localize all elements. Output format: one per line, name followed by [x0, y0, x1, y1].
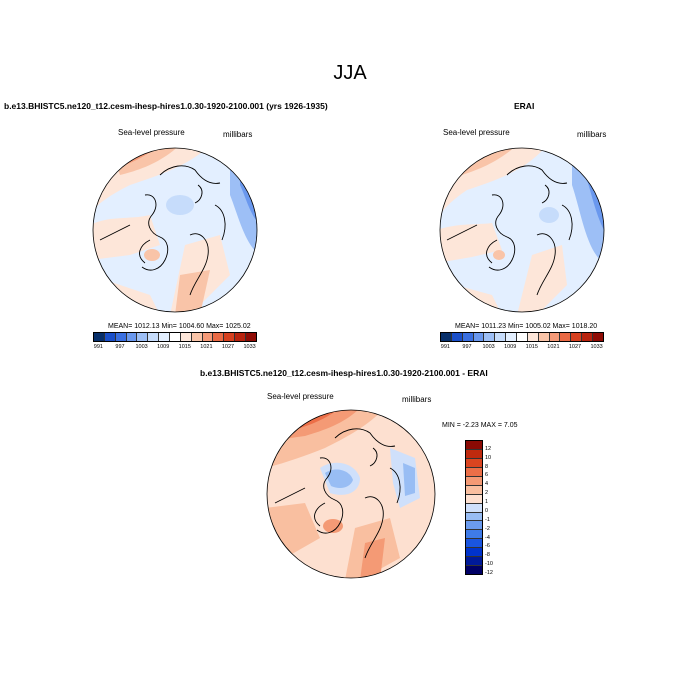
diff-colorbar-swatch — [466, 441, 482, 450]
left-colorbar-tick-label: 997 — [115, 344, 125, 350]
right-colorbar-tick-label: 1033 — [590, 344, 603, 350]
right-colorbar-swatch — [571, 333, 583, 341]
right-panel-title: ERAI — [514, 101, 535, 111]
right-colorbar-tick-label: 1009 — [504, 344, 517, 350]
right-colorbar-tick-label: 991 — [440, 344, 450, 350]
diff-colorbar-tick-label: 1 — [485, 499, 489, 506]
left-colorbar-swatch — [137, 333, 149, 341]
left-colorbar-swatch — [104, 333, 116, 341]
right-units-label: millibars — [577, 130, 607, 139]
diff-colorbar-swatch — [466, 521, 482, 531]
right-variable-label: Sea-level pressure — [443, 128, 510, 137]
diff-colorbar-swatch — [466, 476, 482, 486]
left-colorbar — [93, 332, 257, 342]
left-variable-label: Sea-level pressure — [118, 128, 185, 137]
diff-colorbar-tick-label: 6 — [485, 472, 489, 479]
diff-colorbar-swatch — [466, 557, 482, 567]
diff-colorbar-tick-label: 12 — [485, 445, 492, 452]
diff-variable-label: Sea-level pressure — [267, 392, 334, 401]
right-colorbar-tick-label: 1027 — [568, 344, 582, 350]
left-polar-map — [92, 147, 258, 313]
left-colorbar-tick-label: 1027 — [221, 344, 235, 350]
diff-colorbar-swatch — [466, 530, 482, 540]
diff-colorbar-tick-label: 0 — [485, 507, 489, 514]
right-colorbar-swatch — [527, 333, 539, 341]
diff-colorbar-tick-label: -4 — [485, 534, 490, 541]
left-panel-title: b.e13.BHISTC5.ne120_t12.cesm-ihesp-hires… — [4, 101, 328, 111]
right-colorbar-tick-label: 1021 — [547, 344, 560, 350]
diff-colorbar-swatch — [466, 458, 482, 468]
right-colorbar-swatch — [582, 333, 594, 341]
diff-colorbar-swatch — [466, 467, 482, 477]
right-colorbar-ticks: 991 997 1003 1009 1015 1021 1027 1033 — [440, 344, 603, 352]
left-colorbar-swatch — [126, 333, 138, 341]
left-colorbar-swatch — [94, 333, 105, 341]
left-colorbar-tick-label: 1033 — [243, 344, 256, 350]
left-colorbar-swatch — [213, 333, 225, 341]
diff-polar-map — [266, 409, 436, 579]
right-colorbar-swatch — [462, 333, 474, 341]
diff-units-label: millibars — [402, 395, 432, 404]
right-colorbar-swatch — [484, 333, 496, 341]
main-title: JJA — [333, 62, 367, 84]
left-colorbar-swatch — [159, 333, 171, 341]
diff-colorbar-tick-label: 2 — [485, 490, 489, 497]
left-units-label: millibars — [223, 130, 253, 139]
right-colorbar-tick-label: 1003 — [482, 344, 495, 350]
left-colorbar-tick-label: 1009 — [157, 344, 170, 350]
right-colorbar-tick-label: 997 — [462, 344, 472, 350]
left-colorbar-swatch — [202, 333, 214, 341]
left-colorbar-tick-label: 1015 — [178, 344, 191, 350]
diff-panel-title: b.e13.BHISTC5.ne120_t12.cesm-ihesp-hires… — [200, 368, 488, 378]
diff-colorbar-tick-label: -12 — [485, 570, 493, 576]
diff-colorbar-swatch — [466, 449, 482, 459]
left-colorbar-swatch — [235, 333, 247, 341]
diff-colorbar-tick-label: -10 — [485, 561, 493, 568]
right-colorbar-swatch — [506, 333, 518, 341]
diff-colorbar-swatch — [466, 494, 482, 504]
diff-colorbar-swatch — [466, 503, 482, 513]
diff-colorbar-tick-label: 4 — [485, 481, 489, 488]
right-colorbar-swatch — [441, 333, 452, 341]
left-colorbar-ticks: 991 997 1003 1009 1015 1021 1027 1033 — [93, 344, 256, 352]
left-colorbar-tick-label: 1021 — [200, 344, 213, 350]
left-colorbar-swatch — [115, 333, 127, 341]
left-colorbar-tick-label: 1003 — [135, 344, 148, 350]
right-colorbar-swatch — [517, 333, 528, 341]
right-colorbar-swatch — [495, 333, 507, 341]
right-colorbar-tick-label: 1015 — [525, 344, 538, 350]
right-colorbar-swatch — [538, 333, 550, 341]
diff-colorbar — [465, 440, 483, 575]
diff-colorbar-swatch — [466, 566, 482, 575]
right-colorbar-swatch — [593, 333, 603, 341]
right-colorbar-swatch — [473, 333, 485, 341]
left-colorbar-swatch — [180, 333, 192, 341]
diff-colorbar-tick-label: 10 — [485, 454, 492, 461]
diff-colorbar-tick-label: -1 — [485, 516, 490, 523]
right-polar-map — [439, 147, 605, 313]
right-colorbar-swatch — [549, 333, 561, 341]
diff-colorbar-tick-label: -8 — [485, 552, 490, 559]
left-colorbar-swatch — [224, 333, 236, 341]
diff-colorbar-swatch — [466, 485, 482, 495]
diff-colorbar-tick-label: -2 — [485, 525, 490, 532]
left-stats: MEAN= 1012.13 Min= 1004.60 Max= 1025.02 — [108, 323, 251, 330]
diff-colorbar-swatch — [466, 512, 482, 522]
diff-colorbar-tick-label: -6 — [485, 543, 490, 550]
right-colorbar — [440, 332, 604, 342]
left-colorbar-swatch — [170, 333, 181, 341]
left-colorbar-tick-label: 991 — [93, 344, 103, 350]
left-colorbar-swatch — [148, 333, 160, 341]
left-colorbar-swatch — [191, 333, 203, 341]
right-colorbar-swatch — [451, 333, 463, 341]
left-colorbar-swatch — [246, 333, 256, 341]
diff-colorbar-swatch — [466, 539, 482, 549]
diff-stats: MIN = -2.23 MAX = 7.05 — [442, 422, 518, 429]
diff-colorbar-ticks: 12 10 8 6 4 2 1 0 -1 -2 -4 -6 -8 -10 -12 — [485, 440, 505, 576]
right-stats: MEAN= 1011.23 Min= 1005.02 Max= 1018.20 — [455, 323, 598, 330]
diff-colorbar-swatch — [466, 548, 482, 558]
right-colorbar-swatch — [560, 333, 572, 341]
diff-colorbar-tick-label: 8 — [485, 463, 489, 470]
